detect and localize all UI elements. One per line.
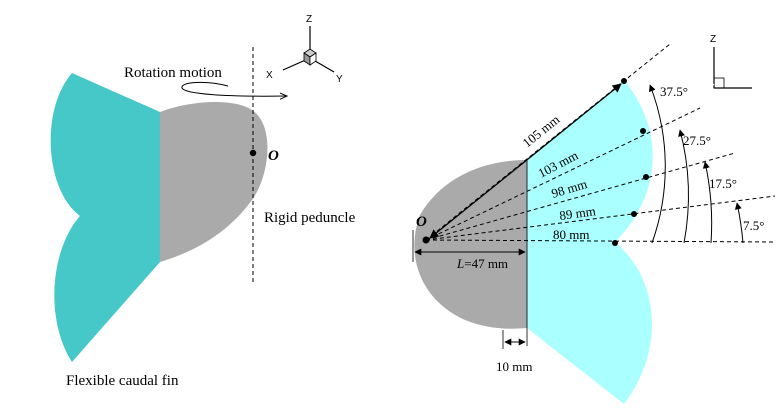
left-origin-label: O	[268, 148, 279, 164]
ray-4	[425, 239, 776, 243]
ray-length-label-3: 89 mm	[558, 203, 596, 223]
left-axis-y-label: Y	[336, 74, 343, 85]
right-axes: Z Y	[708, 34, 752, 94]
right-axis-z-label: Z	[710, 34, 716, 45]
ray-endpoints	[612, 78, 649, 246]
length-dimension-label: L=47 mm	[456, 256, 508, 271]
angle-label-0: 37.5°	[660, 84, 688, 99]
leading-ray-arrow	[429, 83, 622, 239]
left-axis-z-label: Z	[306, 14, 312, 25]
ray-2	[425, 152, 736, 241]
left-panel: O Rotation motion Rigid peduncle Flexibl…	[50, 14, 356, 389]
rigid-peduncle-label: Rigid peduncle	[264, 210, 356, 226]
left-origin-point	[249, 149, 257, 157]
left-axis-x-label: X	[266, 70, 273, 81]
width-dimension-label: 10 mm	[496, 359, 532, 374]
left-axes-triad: Z X Y	[266, 14, 343, 85]
angle-label-2: 17.5°	[709, 176, 737, 191]
right-origin-point	[422, 236, 430, 244]
angle-label-1: 27.5°	[683, 133, 711, 148]
rotation-motion-arrow	[181, 81, 287, 96]
right-panel: O 105 mm 103 mm 98 mm 89 mm 80 mm 37.5° …	[412, 34, 776, 404]
right-axis-y-label: Y	[708, 83, 715, 94]
angle-arcs	[649, 84, 744, 244]
left-peduncle	[160, 101, 268, 262]
right-origin-label: O	[416, 214, 427, 230]
flexible-caudal-fin-label: Flexible caudal fin	[66, 373, 179, 389]
rotation-motion-label: Rotation motion	[124, 65, 222, 81]
left-caudal-fin	[50, 73, 160, 362]
angle-label-3: 7.5°	[743, 218, 764, 233]
right-peduncle	[414, 160, 527, 329]
ray-length-label-4: 80 mm	[553, 227, 589, 242]
